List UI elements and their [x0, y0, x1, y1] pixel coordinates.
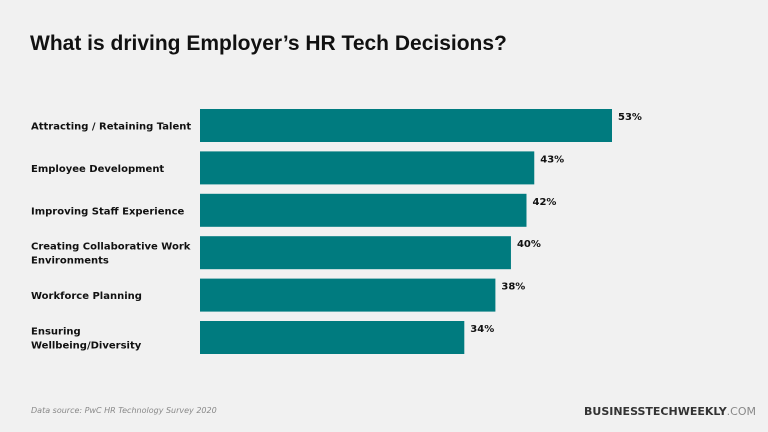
data-label: 42% [532, 197, 556, 208]
category-label: Employee Development [31, 164, 164, 175]
category-label: Ensuring Wellbeing/Diversity [31, 327, 142, 352]
data-label: 34% [470, 324, 494, 335]
data-label: 53% [618, 112, 642, 123]
chart-title: What is driving Employer’s HR Tech Decis… [30, 32, 507, 55]
bar [200, 193, 527, 227]
bar [200, 236, 511, 270]
category-label: Creating Collaborative Work Environments [31, 242, 191, 267]
brand-suffix: .COM [726, 405, 756, 418]
bar [200, 151, 535, 185]
data-label: 43% [540, 154, 564, 165]
brand-name: BUSINESSTECHWEEKLY [584, 405, 727, 418]
data-source-note: Data source: PwC HR Technology Survey 20… [31, 406, 217, 415]
data-label: 40% [517, 239, 541, 250]
category-label: Improving Staff Experience [31, 206, 185, 217]
brand-logo: BUSINESSTECHWEEKLY.COM [584, 405, 756, 418]
data-label: 38% [501, 282, 525, 293]
bar [200, 321, 465, 354]
category-label: Attracting / Retaining Talent [31, 122, 191, 133]
bar [200, 278, 496, 312]
category-label: Workforce Planning [31, 291, 142, 302]
bar [200, 109, 612, 142]
